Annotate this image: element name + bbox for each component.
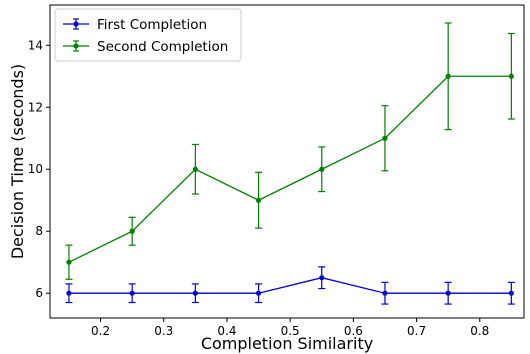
legend-item-0: First Completion xyxy=(63,17,207,33)
data-point xyxy=(445,73,451,79)
series-line xyxy=(68,277,512,294)
data-point xyxy=(508,290,514,296)
x-tick-label: 0.3 xyxy=(154,324,173,338)
y-axis-title: Decision Time (seconds) xyxy=(8,64,27,259)
data-point xyxy=(255,197,262,203)
data-point xyxy=(66,290,72,296)
data-point xyxy=(382,290,388,296)
series-layer xyxy=(65,22,515,305)
data-point xyxy=(192,290,198,296)
y-tick-label: 10 xyxy=(28,162,43,176)
data-point xyxy=(508,73,514,79)
legend-label: Second Completion xyxy=(97,39,228,55)
x-axis-title: Completion Similarity xyxy=(201,334,373,353)
y-tick-label: 8 xyxy=(35,224,43,238)
data-point xyxy=(66,259,72,265)
data-point xyxy=(382,135,388,141)
y-tick-label: 14 xyxy=(28,38,43,52)
data-point xyxy=(192,166,198,172)
y-tick-label: 12 xyxy=(28,100,43,114)
legend-marker xyxy=(73,21,79,27)
x-tick-label: 0.2 xyxy=(91,324,110,338)
plot-frame xyxy=(49,4,525,319)
data-point xyxy=(319,275,325,281)
data-point xyxy=(445,290,451,296)
series-line xyxy=(68,75,512,263)
data-point xyxy=(255,290,262,296)
legend-marker xyxy=(73,43,79,49)
x-tick-label: 0.5 xyxy=(281,324,300,338)
legend-box xyxy=(54,8,242,62)
data-point xyxy=(319,166,325,172)
x-tick-label: 0.6 xyxy=(344,324,363,338)
x-tick-label: 0.8 xyxy=(470,324,489,338)
x-tick-label: 0.7 xyxy=(407,324,426,338)
x-tick-label: 0.4 xyxy=(217,324,236,338)
legend: First Completion Second Completion xyxy=(54,8,242,62)
series-0 xyxy=(65,266,515,305)
data-point xyxy=(129,290,135,296)
series-1 xyxy=(65,22,515,280)
legend-item-1: Second Completion xyxy=(63,39,228,55)
axes-layer: 0.2 0.3 0.4 0.5 0.6 0.7 0.8 6 8 10 12 14 Completion … xyxy=(8,4,525,353)
y-tick-label: 6 xyxy=(35,286,43,300)
data-point xyxy=(129,228,135,234)
legend-label: First Completion xyxy=(97,17,207,33)
